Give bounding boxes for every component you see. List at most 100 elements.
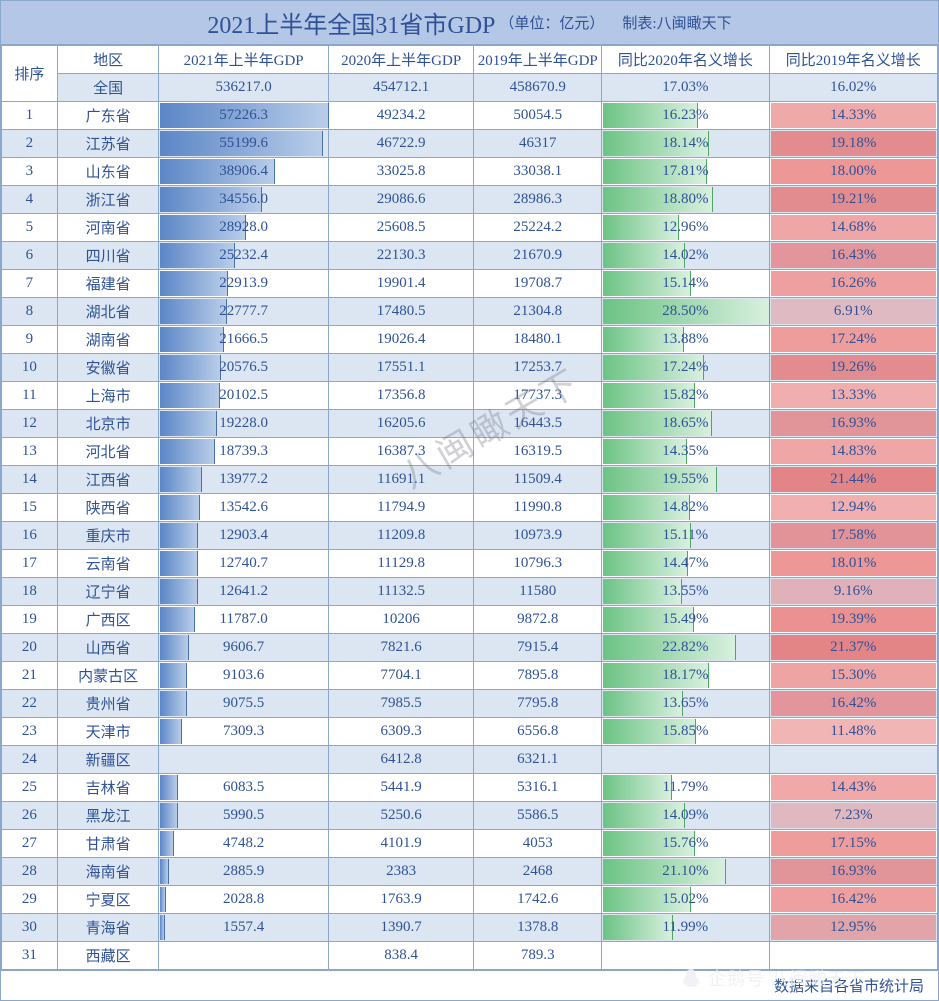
cell-gdp2021: 2028.8 <box>159 886 328 914</box>
gdp-table: 排序 地区 2021年上半年GDP 2020年上半年GDP 2019年上半年GD… <box>1 45 938 970</box>
cell-gdp2020: 16387.3 <box>328 438 474 466</box>
cell-gdp2020: 10206 <box>328 606 474 634</box>
cell-g2019: 17.58% <box>769 522 937 550</box>
cell-region: 甘肃省 <box>57 830 159 858</box>
cell-region: 广东省 <box>57 102 159 130</box>
cell-gdp2021: 55199.6 <box>159 130 328 158</box>
cell-gdp2021: 12903.4 <box>159 522 328 550</box>
cell-gdp2021: 20102.5 <box>159 382 328 410</box>
col-header-rank: 排序 <box>2 46 58 102</box>
cell-g2019: 16.43% <box>769 242 937 270</box>
cell-g2019: 19.21% <box>769 186 937 214</box>
cell-g2020: 14.02% <box>602 242 769 270</box>
cell-g2019: 19.18% <box>769 130 937 158</box>
table-row: 16重庆市12903.411209.810973.915.11%17.58% <box>2 522 938 550</box>
cell-gdp2020: 6309.3 <box>328 718 474 746</box>
table-row: 17云南省12740.711129.810796.314.47%18.01% <box>2 550 938 578</box>
cell-g2019: 16.42% <box>769 886 937 914</box>
table-row: 20山西省9606.77821.67915.422.82%21.37% <box>2 634 938 662</box>
cell-gdp2020: 17480.5 <box>328 298 474 326</box>
cell-g2019: 14.68% <box>769 214 937 242</box>
title-bar: 2021上半年全国31省市GDP （单位：亿元） 制表:八闽瞰天下 <box>1 1 938 45</box>
cell-gdp2020: 5441.9 <box>328 774 474 802</box>
cell-g2019: 7.23% <box>769 802 937 830</box>
cell-gdp2021: 7309.3 <box>159 718 328 746</box>
cell-rank: 25 <box>2 774 58 802</box>
cell-gdp2020: 17551.1 <box>328 354 474 382</box>
cell-g2019 <box>769 942 937 970</box>
cell-region: 吉林省 <box>57 774 159 802</box>
cell-rank: 16 <box>2 522 58 550</box>
table-row: 30青海省1557.41390.71378.811.99%12.95% <box>2 914 938 942</box>
cell-gdp2020: 49234.2 <box>328 102 474 130</box>
cell-gdp2019: 17253.7 <box>474 354 602 382</box>
cell-g2020: 13.88% <box>602 326 769 354</box>
table-row: 10安徽省20576.517551.117253.717.24%19.26% <box>2 354 938 382</box>
cell-g2020: 18.65% <box>602 410 769 438</box>
cell-gdp2020: 17356.8 <box>328 382 474 410</box>
cell-g2019: 14.43% <box>769 774 937 802</box>
cell-g2019: 16.93% <box>769 858 937 886</box>
table-row: 28海南省2885.92383246821.10%16.93% <box>2 858 938 886</box>
table-row: 11上海市20102.517356.817737.315.82%13.33% <box>2 382 938 410</box>
table-row: 14江西省13977.211691.111509.419.55%21.44% <box>2 466 938 494</box>
cell-gdp2020: 11209.8 <box>328 522 474 550</box>
cell-region: 江西省 <box>57 466 159 494</box>
cell-gdp2019: 11990.8 <box>474 494 602 522</box>
cell-gdp2021: 21666.5 <box>159 326 328 354</box>
cell-g2020: 14.09% <box>602 802 769 830</box>
cell-gdp2021: 18739.3 <box>159 438 328 466</box>
cell-gdp2019: 21670.9 <box>474 242 602 270</box>
cell-gdp2019: 19708.7 <box>474 270 602 298</box>
cell-gdp2020: 1763.9 <box>328 886 474 914</box>
col-header-gdp2020: 2020年上半年GDP <box>328 46 474 74</box>
cell-gdp2021: 9606.7 <box>159 634 328 662</box>
national-gdp2021: 536217.0 <box>159 74 328 102</box>
cell-g2020: 18.80% <box>602 186 769 214</box>
cell-g2020: 15.76% <box>602 830 769 858</box>
cell-rank: 1 <box>2 102 58 130</box>
table-row: 22贵州省9075.57985.57795.813.65%16.42% <box>2 690 938 718</box>
cell-gdp2020: 46722.9 <box>328 130 474 158</box>
cell-g2020: 13.55% <box>602 578 769 606</box>
cell-gdp2021: 12641.2 <box>159 578 328 606</box>
cell-g2019: 21.44% <box>769 466 937 494</box>
cell-g2020: 14.82% <box>602 494 769 522</box>
cell-g2019: 21.37% <box>769 634 937 662</box>
cell-gdp2020: 11132.5 <box>328 578 474 606</box>
cell-rank: 11 <box>2 382 58 410</box>
table-row: 18辽宁省12641.211132.51158013.55%9.16% <box>2 578 938 606</box>
cell-gdp2021: 2885.9 <box>159 858 328 886</box>
cell-g2020 <box>602 746 769 774</box>
cell-g2019: 14.83% <box>769 438 937 466</box>
table-row: 26黑龙江5990.55250.65586.514.09%7.23% <box>2 802 938 830</box>
col-header-g2020: 同比2020年名义增长 <box>602 46 769 74</box>
cell-rank: 23 <box>2 718 58 746</box>
cell-g2020: 14.35% <box>602 438 769 466</box>
table-row: 29宁夏区2028.81763.91742.615.02%16.42% <box>2 886 938 914</box>
cell-gdp2021: 9103.6 <box>159 662 328 690</box>
table-row: 27甘肃省4748.24101.9405315.76%17.15% <box>2 830 938 858</box>
cell-region: 江苏省 <box>57 130 159 158</box>
cell-region: 西藏区 <box>57 942 159 970</box>
cell-gdp2020: 29086.6 <box>328 186 474 214</box>
cell-rank: 14 <box>2 466 58 494</box>
cell-g2019: 12.95% <box>769 914 937 942</box>
cell-rank: 10 <box>2 354 58 382</box>
table-row: 3山东省38906.433025.833038.117.81%18.00% <box>2 158 938 186</box>
cell-gdp2019: 6321.1 <box>474 746 602 774</box>
table-row: 13河北省18739.316387.316319.514.35%14.83% <box>2 438 938 466</box>
cell-region: 四川省 <box>57 242 159 270</box>
cell-g2019: 16.26% <box>769 270 937 298</box>
cell-rank: 20 <box>2 634 58 662</box>
cell-gdp2019: 10796.3 <box>474 550 602 578</box>
cell-region: 福建省 <box>57 270 159 298</box>
cell-g2020: 18.17% <box>602 662 769 690</box>
cell-gdp2019: 7915.4 <box>474 634 602 662</box>
cell-region: 安徽省 <box>57 354 159 382</box>
cell-gdp2021: 25232.4 <box>159 242 328 270</box>
data-source-label: 数据来自各省市统计局 <box>774 975 924 996</box>
cell-gdp2019: 11580 <box>474 578 602 606</box>
cell-g2019: 16.93% <box>769 410 937 438</box>
cell-region: 河北省 <box>57 438 159 466</box>
